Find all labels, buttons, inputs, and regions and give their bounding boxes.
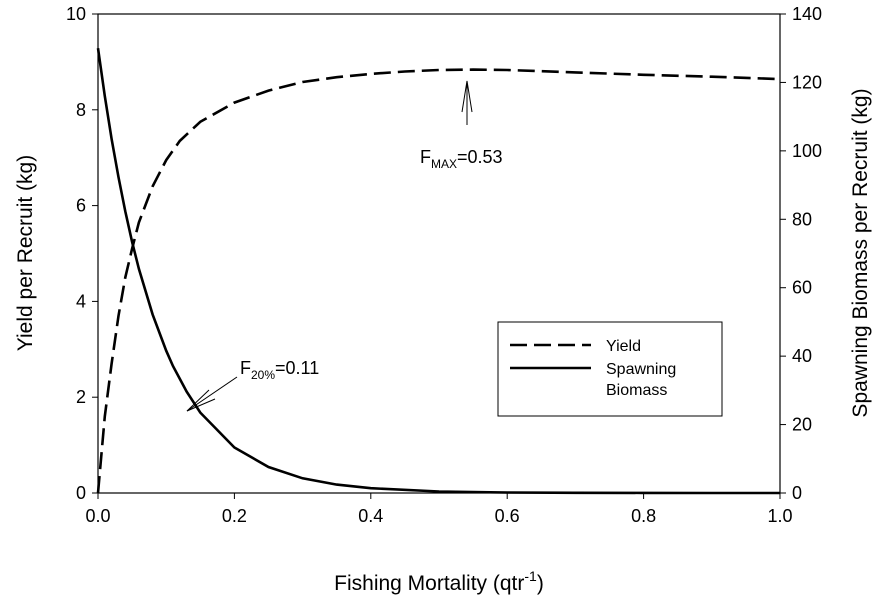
left-y-tick-label: 6 <box>76 196 86 216</box>
x-tick-label: 0.6 <box>495 506 520 526</box>
f20-arrow-shaft <box>186 376 238 412</box>
legend-biomass-label-line2: Biomass <box>606 382 667 399</box>
right-y-tick-label: 20 <box>792 415 812 435</box>
legend-biomass-label-line1: Spawning <box>606 361 676 378</box>
left-y-tick-label: 8 <box>76 100 86 120</box>
fmax-arrow-head <box>461 80 473 113</box>
right-y-tick-label: 60 <box>792 278 812 298</box>
fmax-label: FMAX=0.53 <box>420 147 503 171</box>
plot-frame <box>97 13 781 494</box>
left-y-tick-label: 4 <box>76 291 86 311</box>
x-tick-label: 0.2 <box>222 506 247 526</box>
right-y-axis-ticks: 0 20 40 60 80 100 120 140 <box>780 4 822 503</box>
x-tick-label: 0.0 <box>85 506 110 526</box>
x-axis-ticks: 0.0 0.2 0.4 0.6 0.8 1.0 <box>85 493 793 526</box>
right-y-tick-label: 0 <box>792 483 802 503</box>
f20-label: F20%=0.11 <box>240 358 319 382</box>
f20-arrow-head <box>186 389 216 412</box>
x-tick-label: 0.8 <box>631 506 656 526</box>
left-y-tick-label: 10 <box>66 4 86 24</box>
left-y-axis-title: Yield per Recruit (kg) <box>14 155 37 351</box>
x-tick-label: 0.4 <box>358 506 383 526</box>
legend-yield-label: Yield <box>606 338 641 355</box>
spawning-biomass-series-line <box>96 48 780 495</box>
left-y-tick-label: 0 <box>76 483 86 503</box>
right-y-axis-title: Spawning Biomass per Recruit (kg) <box>849 88 872 417</box>
x-axis-title: Fishing Mortality (qtr-1) <box>334 568 544 595</box>
right-y-tick-label: 140 <box>792 4 822 24</box>
right-y-tick-label: 40 <box>792 346 812 366</box>
f20-annotation: F20%=0.11 <box>186 358 319 412</box>
yield-series-line <box>96 68 781 494</box>
left-y-tick-label: 2 <box>76 387 86 407</box>
right-y-tick-label: 80 <box>792 209 812 229</box>
legend: Yield Spawning Biomass <box>497 321 723 417</box>
right-y-tick-label: 120 <box>792 72 822 92</box>
fmax-annotation: FMAX=0.53 <box>420 80 503 171</box>
left-y-axis-ticks: 0 2 4 6 8 10 <box>66 4 98 503</box>
x-tick-label: 1.0 <box>767 506 792 526</box>
right-y-tick-label: 100 <box>792 141 822 161</box>
